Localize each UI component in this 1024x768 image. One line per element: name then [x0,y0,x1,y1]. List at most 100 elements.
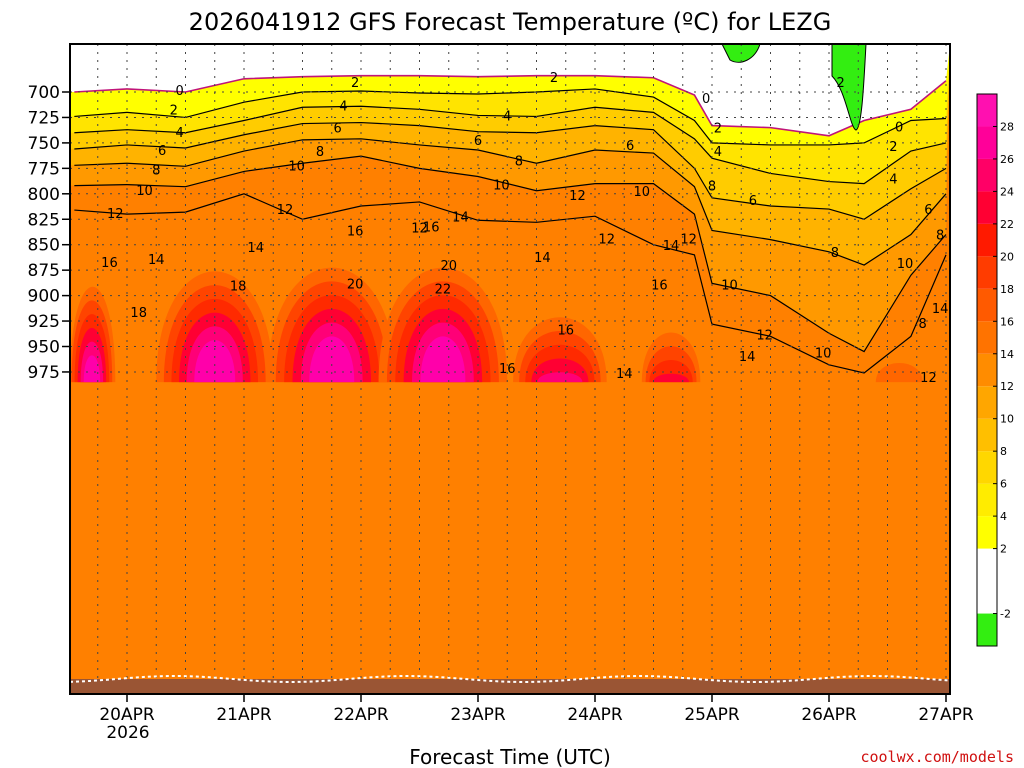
y-tick-label: 925 [28,312,60,332]
x-tick-label: 26APR [801,705,857,725]
legend-swatch [977,321,997,354]
contour-label: 14 [247,241,264,256]
contour-label: 0 [176,84,184,99]
contour-label: 12 [756,328,773,343]
contour-label: 10 [897,257,914,272]
contour-label: 10 [493,179,510,194]
y-tick-label: 975 [28,363,60,383]
contour-label: 18 [230,280,247,295]
contour-label: 16 [651,278,668,293]
legend-label: 12 [1000,380,1014,393]
time-axis: 20APR 21APR 22APR 23APR 24APR 25APR 26APR 27APR [99,694,974,725]
warm-core-ring [875,363,923,383]
contour-label: 14 [663,239,680,254]
contour-label: 0 [702,92,710,107]
contour-label: 8 [936,229,944,244]
contour-label: 2 [889,140,897,155]
warm-core-ring [653,373,689,383]
legend-swatch [977,126,997,159]
contour-label: 12 [598,233,615,248]
contour-label: 6 [924,203,932,218]
isotherm-10C [74,155,947,353]
chart-title: 2026041912 GFS Forecast Temperature (ºC)… [189,8,832,36]
contour-label: 16 [423,220,440,235]
legend-label: 6 [1000,478,1007,491]
legend-swatch [977,94,997,127]
grid-lines [70,44,950,694]
legend-label: 22 [1000,218,1014,231]
contour-label: 2 [170,103,178,118]
contour-label: 6 [333,122,341,137]
legend-swatch [977,613,997,646]
legend-swatch [977,418,997,452]
contour-label: 10 [136,184,153,199]
contour-label: 14 [452,210,469,225]
legend-swatch [977,451,997,484]
legend-label: 16 [1000,315,1014,328]
y-tick-label: 850 [28,236,60,256]
contour-label: 2 [714,122,722,137]
legend-swatch [977,223,997,257]
warm-core-ring [83,355,101,383]
legend-swatch [977,548,997,582]
y-tick-label: 700 [28,83,60,103]
x-tick-label: 25APR [684,705,740,725]
contour-label: 6 [749,194,757,209]
contour-label: 4 [889,173,897,188]
x-tick-label: 20APR [99,705,155,725]
contour-label: 14 [534,251,551,266]
contour-label: 8 [708,180,716,195]
contour-label: 12 [920,371,937,386]
contour-label: 10 [634,185,651,200]
isotherm-12C [74,193,947,374]
contour-label: 18 [130,306,147,321]
contour-label: 14 [739,350,756,365]
warm-core-ring [309,336,355,383]
isotherm-6C [74,121,947,220]
isotherm-lines [74,43,947,374]
contour-label: 2 [837,76,845,91]
plot-frame [69,43,951,695]
legend-swatch [977,288,997,322]
contour-label: 16 [347,225,364,240]
y-tick-label: 950 [28,338,60,358]
contour-label: 10 [721,278,738,293]
contour-label: 8 [831,246,839,261]
contour-label: 8 [316,145,324,160]
legend-label: 20 [1000,250,1014,263]
legend-label: 26 [1000,153,1014,166]
contour-label: 6 [626,139,634,154]
y-tick-label: 825 [28,210,60,230]
warm-core-ring [194,340,236,383]
terrain-below-ground [70,679,950,694]
x-tick-label: 24APR [567,705,623,725]
x-tick-label: 21APR [216,705,272,725]
contour-label: 12 [680,233,697,248]
y-tick-label: 775 [28,159,60,179]
contour-label: 2 [351,76,359,91]
contour-label: 6 [158,144,166,159]
contour-label: 16 [499,362,516,377]
legend-swatch [977,581,997,614]
y-tick-label: 800 [28,185,60,205]
legend-label: 10 [1000,413,1014,426]
y-tick-label: 900 [28,287,60,307]
legend-label: 2 [1000,543,1007,556]
contour-label: 22 [435,283,452,298]
contour-label: 4 [503,110,511,125]
cold-pocket-shape [831,43,867,131]
contour-label: 4 [176,126,184,141]
contour-label: 6 [474,134,482,149]
contour-label: 12 [569,189,586,204]
contour-label: 16 [101,256,118,271]
legend-swatch [977,386,997,419]
legend-swatch [977,158,997,192]
band-0C [70,44,950,136]
contour-label: 8 [515,154,523,169]
contour-label: 14 [148,253,165,268]
contour-label: 12 [107,207,124,222]
